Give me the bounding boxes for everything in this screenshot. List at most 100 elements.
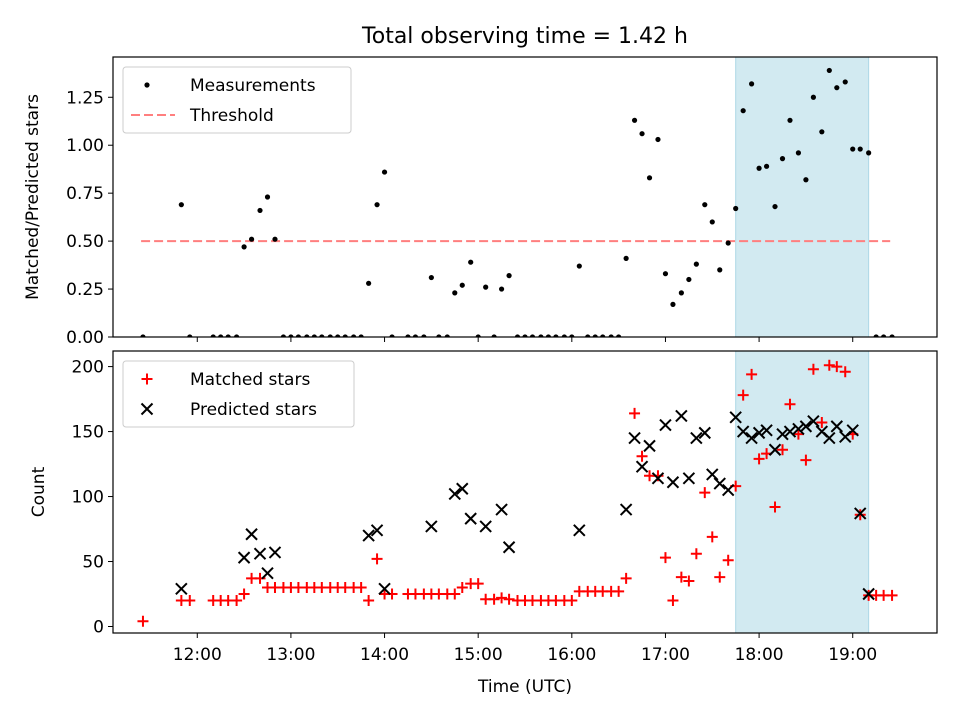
measurement-point	[288, 334, 294, 337]
measurement-point	[444, 334, 450, 337]
predicted-star-point	[776, 427, 789, 441]
top-ytick-label: 1.25	[66, 88, 104, 108]
measurement-point	[655, 136, 661, 143]
predicted-star-point	[799, 420, 813, 433]
matched-star-point	[737, 389, 749, 401]
measurement-point	[381, 169, 388, 175]
matched-star-point	[690, 548, 702, 560]
measurement-point	[335, 334, 341, 337]
top-ylabel: Matched/Predicted stars	[23, 94, 43, 300]
legend-predicted-marker	[140, 402, 154, 416]
predicted-star-point	[675, 409, 688, 423]
measurement-point	[646, 175, 653, 181]
measurement-point	[866, 150, 872, 156]
measurement-point	[678, 290, 684, 296]
predicted-star-point	[268, 546, 282, 559]
matched-star-point	[184, 595, 196, 607]
measurement-point	[506, 273, 512, 279]
predicted-star-point	[862, 587, 875, 601]
predicted-star-point	[502, 541, 516, 554]
predicted-star-point	[643, 439, 656, 453]
predicted-star-point	[729, 411, 742, 424]
measurement-point	[623, 255, 629, 261]
matched-star-point	[807, 363, 819, 375]
matched-star-point	[659, 552, 671, 564]
top-ytick-label: 1.00	[66, 136, 104, 156]
top-shaded-span	[735, 56, 870, 338]
measurement-point	[421, 334, 427, 337]
measurement-point	[787, 117, 793, 123]
measurement-point	[834, 85, 840, 91]
predicted-star-point	[245, 528, 258, 541]
measurement-point	[662, 271, 669, 277]
measurement-point	[468, 259, 474, 265]
measurement-point	[436, 334, 442, 337]
matched-star-point	[769, 501, 781, 513]
bottom-legend-label: Predicted stars	[190, 400, 317, 420]
predicted-star-point	[752, 426, 766, 440]
measurement-point	[280, 334, 287, 337]
bottom-shaded-span	[735, 350, 870, 634]
measurement-point	[295, 334, 301, 337]
measurement-point	[522, 334, 528, 337]
matched-star-point	[503, 593, 515, 605]
measurement-point	[538, 334, 544, 337]
measurement-point	[569, 334, 575, 337]
measurement-point	[881, 334, 887, 337]
matched-star-point	[566, 595, 578, 607]
measurement-point	[140, 334, 146, 337]
measurement-point	[873, 334, 879, 337]
measurement-point	[452, 290, 458, 296]
predicted-star-point	[666, 476, 680, 489]
predicted-star-point	[706, 468, 719, 481]
predicted-star-point	[690, 431, 703, 445]
matched-star-point	[784, 398, 796, 410]
matched-star-point	[722, 554, 734, 566]
matched-star-point	[449, 588, 461, 600]
measurement-point	[585, 334, 591, 337]
measurement-point	[257, 207, 263, 214]
legend-measurement-marker	[144, 82, 150, 88]
predicted-star-point	[651, 472, 665, 485]
predicted-star-point	[479, 520, 492, 533]
measurement-point	[459, 282, 465, 288]
measurement-point	[389, 334, 395, 337]
xtick-label: 17:00	[641, 645, 690, 665]
measurement-point	[795, 150, 802, 156]
measurement-point	[319, 334, 325, 337]
predicted-star-point	[456, 482, 469, 495]
bottom-ytick-label: 200	[72, 358, 104, 378]
measurement-point	[234, 334, 240, 337]
measurement-point	[428, 274, 434, 281]
measurement-point	[725, 240, 731, 246]
xtick-label: 16:00	[547, 645, 596, 665]
predicted-star-point	[659, 418, 672, 432]
matched-star-point	[800, 454, 812, 466]
measurement-point	[498, 286, 505, 292]
bottom-legend-label: Matched stars	[190, 370, 310, 390]
measurement-point	[850, 146, 856, 152]
xtick-label: 19:00	[828, 645, 877, 665]
predicted-star-point	[635, 460, 649, 473]
measurement-point	[351, 334, 357, 337]
measurement-point	[631, 117, 638, 123]
predicted-star-point	[378, 582, 391, 596]
matched-star-point	[231, 595, 243, 607]
matched-star-point	[137, 615, 149, 627]
bottom-panel: 0 50 100 150 200 12:00 13:00 14:00 15:00 16:00 17:…	[29, 350, 938, 697]
measurement-point	[491, 334, 497, 337]
top-ytick-label: 0.25	[66, 280, 104, 300]
predicted-star-point	[830, 420, 844, 433]
measurement-point	[358, 334, 364, 337]
measurement-point	[327, 334, 333, 337]
measurement-point	[889, 334, 895, 337]
predicted-star-point	[253, 547, 267, 560]
measurement-point	[749, 81, 755, 87]
predicted-star-point	[713, 477, 726, 490]
top-ytick-label: 0.00	[66, 328, 104, 348]
predicted-star-point	[425, 520, 438, 533]
measurement-point	[514, 334, 521, 337]
bottom-ytick-label: 150	[72, 423, 104, 443]
measurement-point	[616, 334, 622, 337]
predicted-star-point	[370, 524, 384, 537]
